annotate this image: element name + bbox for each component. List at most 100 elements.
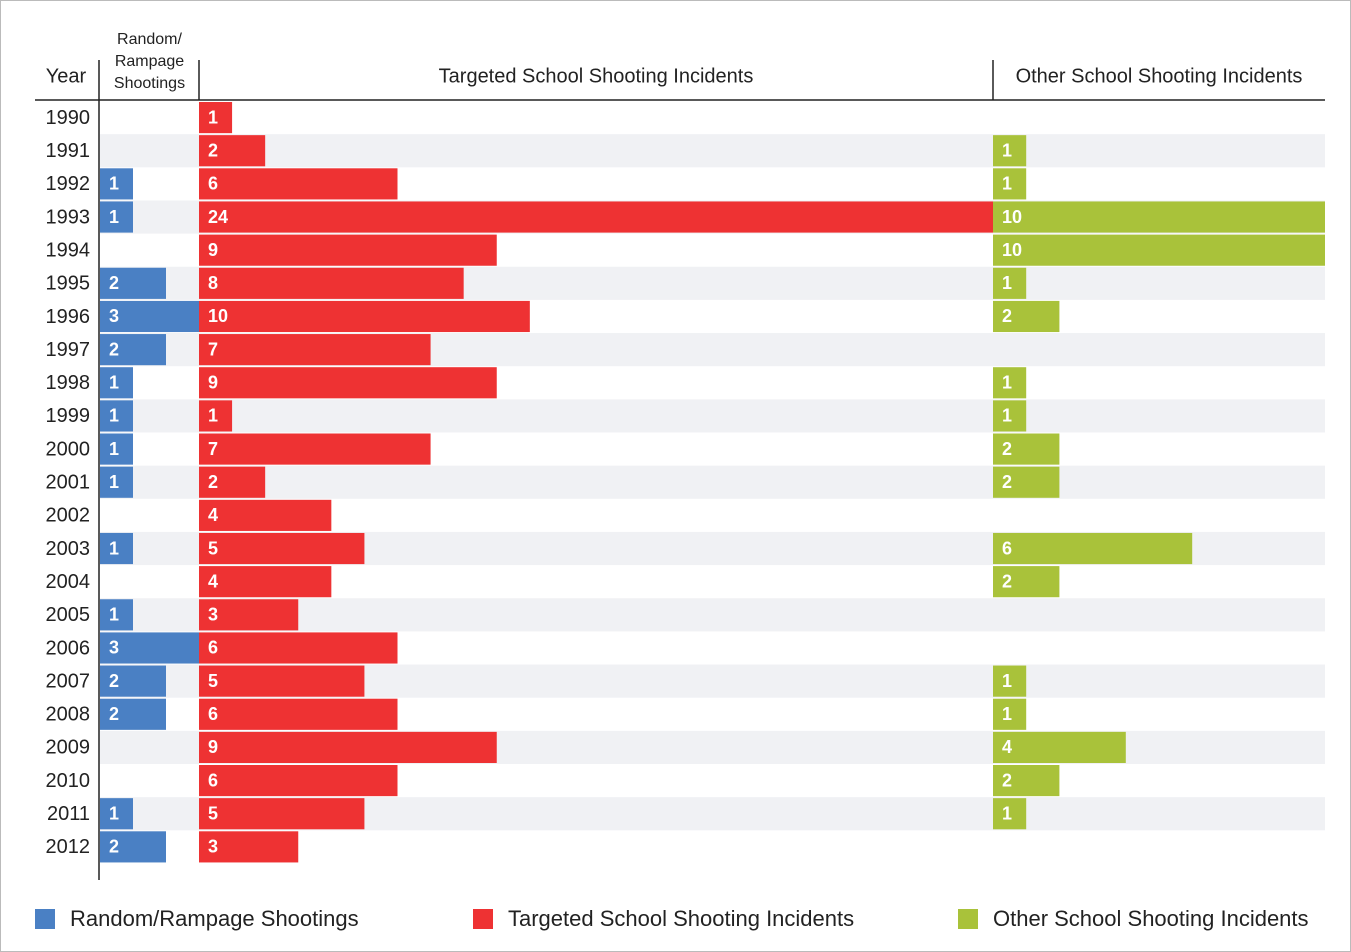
bar xyxy=(199,433,431,465)
bar xyxy=(100,798,133,830)
legend-label: Random/Rampage Shootings xyxy=(70,906,359,931)
bar xyxy=(100,466,133,498)
year-label: 2008 xyxy=(46,704,91,726)
column-header: Targeted School Shooting Incidents xyxy=(439,65,754,87)
bar-value-label: 4 xyxy=(208,505,218,525)
bar-value-label: 3 xyxy=(109,306,119,326)
bar-value-label: 2 xyxy=(1002,306,1012,326)
bar-value-label: 5 xyxy=(208,671,218,691)
bar xyxy=(100,267,166,299)
column-header: Shootings xyxy=(114,75,185,92)
bar xyxy=(199,102,233,134)
bar xyxy=(199,267,464,299)
bar xyxy=(100,334,166,366)
bar xyxy=(199,201,993,233)
bar xyxy=(199,632,398,664)
legend-label: Targeted School Shooting Incidents xyxy=(508,906,854,931)
year-label: 1999 xyxy=(46,405,91,427)
bar xyxy=(993,234,1325,266)
bar xyxy=(993,798,1027,830)
bar-value-label: 2 xyxy=(208,140,218,160)
bar xyxy=(199,499,332,531)
bar-value-label: 3 xyxy=(208,837,218,857)
bar-value-label: 1 xyxy=(109,803,119,823)
bar-value-label: 3 xyxy=(109,638,119,658)
bar xyxy=(199,831,299,863)
bar xyxy=(199,334,431,366)
bar xyxy=(993,433,1060,465)
bar xyxy=(993,731,1126,763)
bar-value-label: 2 xyxy=(1002,472,1012,492)
year-label: 2006 xyxy=(46,637,91,659)
bar-value-label: 1 xyxy=(1002,273,1012,293)
bar xyxy=(100,831,166,863)
bar-value-label: 1 xyxy=(109,373,119,393)
bar xyxy=(993,267,1027,299)
year-label: 1992 xyxy=(46,173,91,195)
year-label: 1997 xyxy=(46,339,91,361)
bar-value-label: 24 xyxy=(208,207,228,227)
bar xyxy=(100,665,166,697)
bar-value-label: 9 xyxy=(208,240,218,260)
legend-swatch xyxy=(473,909,493,929)
bar xyxy=(199,300,530,333)
bar-value-label: 6 xyxy=(1002,538,1012,558)
column-header: Other School Shooting Incidents xyxy=(1016,65,1303,87)
bar-value-label: 10 xyxy=(1002,207,1022,227)
year-label: 1993 xyxy=(46,206,91,228)
bar-value-label: 1 xyxy=(109,439,119,459)
bar-value-label: 6 xyxy=(208,704,218,724)
legend-swatch xyxy=(35,909,55,929)
bar xyxy=(100,632,199,664)
bar-value-label: 4 xyxy=(1002,737,1012,757)
year-label: 1994 xyxy=(46,239,91,261)
legend-swatch xyxy=(958,909,978,929)
bar-value-label: 1 xyxy=(109,538,119,558)
bar xyxy=(993,765,1060,797)
bar xyxy=(993,168,1027,200)
bar xyxy=(100,433,133,465)
year-label: 2012 xyxy=(46,836,91,858)
legend-label: Other School Shooting Incidents xyxy=(993,906,1309,931)
bar-value-label: 2 xyxy=(109,837,119,857)
year-label: 2009 xyxy=(46,737,91,759)
row-shade xyxy=(100,134,1325,168)
bar-value-label: 1 xyxy=(109,472,119,492)
bar xyxy=(199,566,332,598)
bar xyxy=(993,566,1060,598)
bar-value-label: 1 xyxy=(109,406,119,426)
bar xyxy=(993,300,1060,333)
bar xyxy=(993,532,1193,565)
bar-value-label: 10 xyxy=(208,306,228,326)
bar-value-label: 2 xyxy=(109,704,119,724)
bar xyxy=(199,135,266,167)
bar xyxy=(100,532,133,565)
bar-value-label: 6 xyxy=(208,638,218,658)
bar xyxy=(100,201,133,233)
year-label: 1998 xyxy=(46,372,91,394)
bar-value-label: 5 xyxy=(208,803,218,823)
bar xyxy=(100,168,133,200)
bar xyxy=(199,234,497,266)
bar-value-label: 2 xyxy=(109,671,119,691)
bar-value-label: 2 xyxy=(1002,571,1012,591)
bar xyxy=(199,665,365,697)
bar-value-label: 1 xyxy=(1002,803,1012,823)
bar-value-label: 4 xyxy=(208,571,218,591)
bar-value-label: 1 xyxy=(1002,704,1012,724)
bar-value-label: 2 xyxy=(208,472,218,492)
bar xyxy=(993,665,1027,697)
bar xyxy=(993,135,1027,167)
year-label: 2002 xyxy=(46,505,91,527)
bar xyxy=(199,731,497,763)
bar xyxy=(993,400,1027,432)
bar xyxy=(100,599,133,631)
bar xyxy=(993,201,1325,233)
bar-value-label: 1 xyxy=(208,107,218,127)
bar-value-label: 1 xyxy=(1002,174,1012,194)
bar-value-label: 2 xyxy=(1002,770,1012,790)
bar xyxy=(199,168,398,200)
year-label: 1996 xyxy=(46,306,91,328)
